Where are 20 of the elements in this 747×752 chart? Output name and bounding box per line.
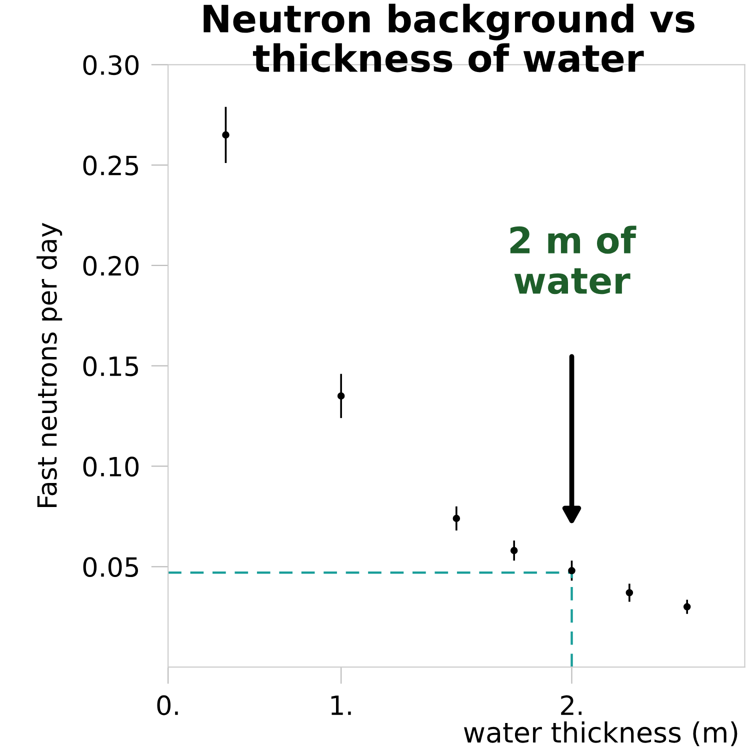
point — [626, 589, 634, 596]
x-axis-title: water thickness (m) — [464, 721, 738, 746]
y-tick-label: 0.05 — [83, 557, 138, 578]
y-axis-title: Fast neutrons per day — [36, 222, 62, 507]
chart-title: Neutron background vs thickness of water — [204, 4, 694, 72]
x-tick-label: 1. — [331, 696, 351, 715]
point — [222, 131, 230, 139]
x-tick-label: 2. — [561, 695, 582, 715]
point — [510, 546, 518, 554]
y-tick-label: 0.10 — [83, 456, 139, 477]
y-tick-label: 0.15 — [83, 356, 138, 376]
y-tick-label: 0.20 — [83, 256, 139, 276]
x-tick-label: 0. — [157, 695, 178, 716]
annotation: 2 m of water — [510, 226, 636, 294]
y-tick-label: 0.25 — [83, 156, 138, 176]
y-tick-label: 0.30 — [83, 55, 139, 76]
point — [452, 514, 460, 522]
point — [568, 567, 576, 574]
point — [337, 392, 345, 400]
point — [683, 603, 691, 610]
